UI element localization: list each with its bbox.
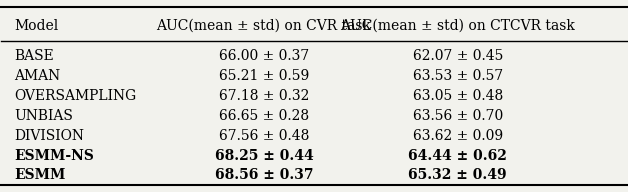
Text: 65.21 ± 0.59: 65.21 ± 0.59	[219, 69, 309, 83]
Text: AUC(mean ± std) on CVR task: AUC(mean ± std) on CVR task	[156, 19, 372, 33]
Text: UNBIAS: UNBIAS	[14, 109, 73, 123]
Text: 63.56 ± 0.70: 63.56 ± 0.70	[413, 109, 503, 123]
Text: AUC(mean ± std) on CTCVR task: AUC(mean ± std) on CTCVR task	[340, 19, 575, 33]
Text: 64.44 ± 0.62: 64.44 ± 0.62	[408, 149, 507, 163]
Text: 67.18 ± 0.32: 67.18 ± 0.32	[219, 89, 309, 103]
Text: 68.25 ± 0.44: 68.25 ± 0.44	[215, 149, 313, 163]
Text: ESMM-NS: ESMM-NS	[14, 149, 94, 163]
Text: AMAN: AMAN	[14, 69, 60, 83]
Text: ESMM: ESMM	[14, 168, 65, 182]
Text: 63.53 ± 0.57: 63.53 ± 0.57	[413, 69, 503, 83]
Text: 68.56 ± 0.37: 68.56 ± 0.37	[215, 168, 313, 182]
Text: Model: Model	[14, 19, 58, 33]
Text: 65.32 ± 0.49: 65.32 ± 0.49	[408, 168, 507, 182]
Text: OVERSAMPLING: OVERSAMPLING	[14, 89, 136, 103]
Text: 62.07 ± 0.45: 62.07 ± 0.45	[413, 49, 503, 63]
Text: BASE: BASE	[14, 49, 53, 63]
Text: 66.00 ± 0.37: 66.00 ± 0.37	[219, 49, 309, 63]
Text: 67.56 ± 0.48: 67.56 ± 0.48	[219, 129, 309, 143]
Text: DIVISION: DIVISION	[14, 129, 84, 143]
Text: 63.05 ± 0.48: 63.05 ± 0.48	[413, 89, 503, 103]
Text: 66.65 ± 0.28: 66.65 ± 0.28	[219, 109, 309, 123]
Text: 63.62 ± 0.09: 63.62 ± 0.09	[413, 129, 503, 143]
